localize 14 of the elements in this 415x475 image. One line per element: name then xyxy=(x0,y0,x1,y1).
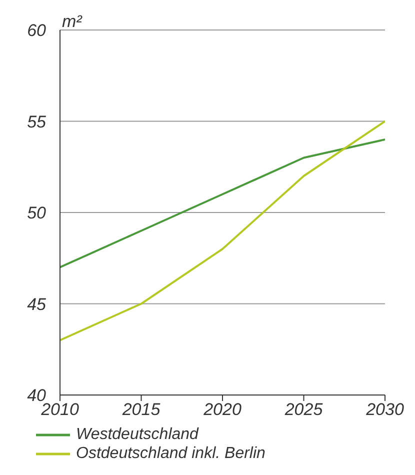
legend-label: Ostdeutschland inkl. Berlin xyxy=(76,444,266,463)
y-tick-label: 45 xyxy=(27,294,47,314)
y-axis-title: m² xyxy=(62,12,84,31)
x-tick-label: 2020 xyxy=(202,400,242,420)
y-tick-label: 50 xyxy=(27,204,47,223)
y-tick-label: 60 xyxy=(27,21,47,40)
legend-label: Westdeutschland xyxy=(76,425,198,444)
y-tick-label: 55 xyxy=(27,112,47,132)
x-tick-label: 2025 xyxy=(284,400,324,420)
x-tick-label: 2010 xyxy=(40,400,80,420)
line-series xyxy=(60,120,385,342)
x-tick-label: 2015 xyxy=(121,400,161,420)
line-series xyxy=(60,138,385,268)
x-tick-label: 2030 xyxy=(365,400,404,420)
